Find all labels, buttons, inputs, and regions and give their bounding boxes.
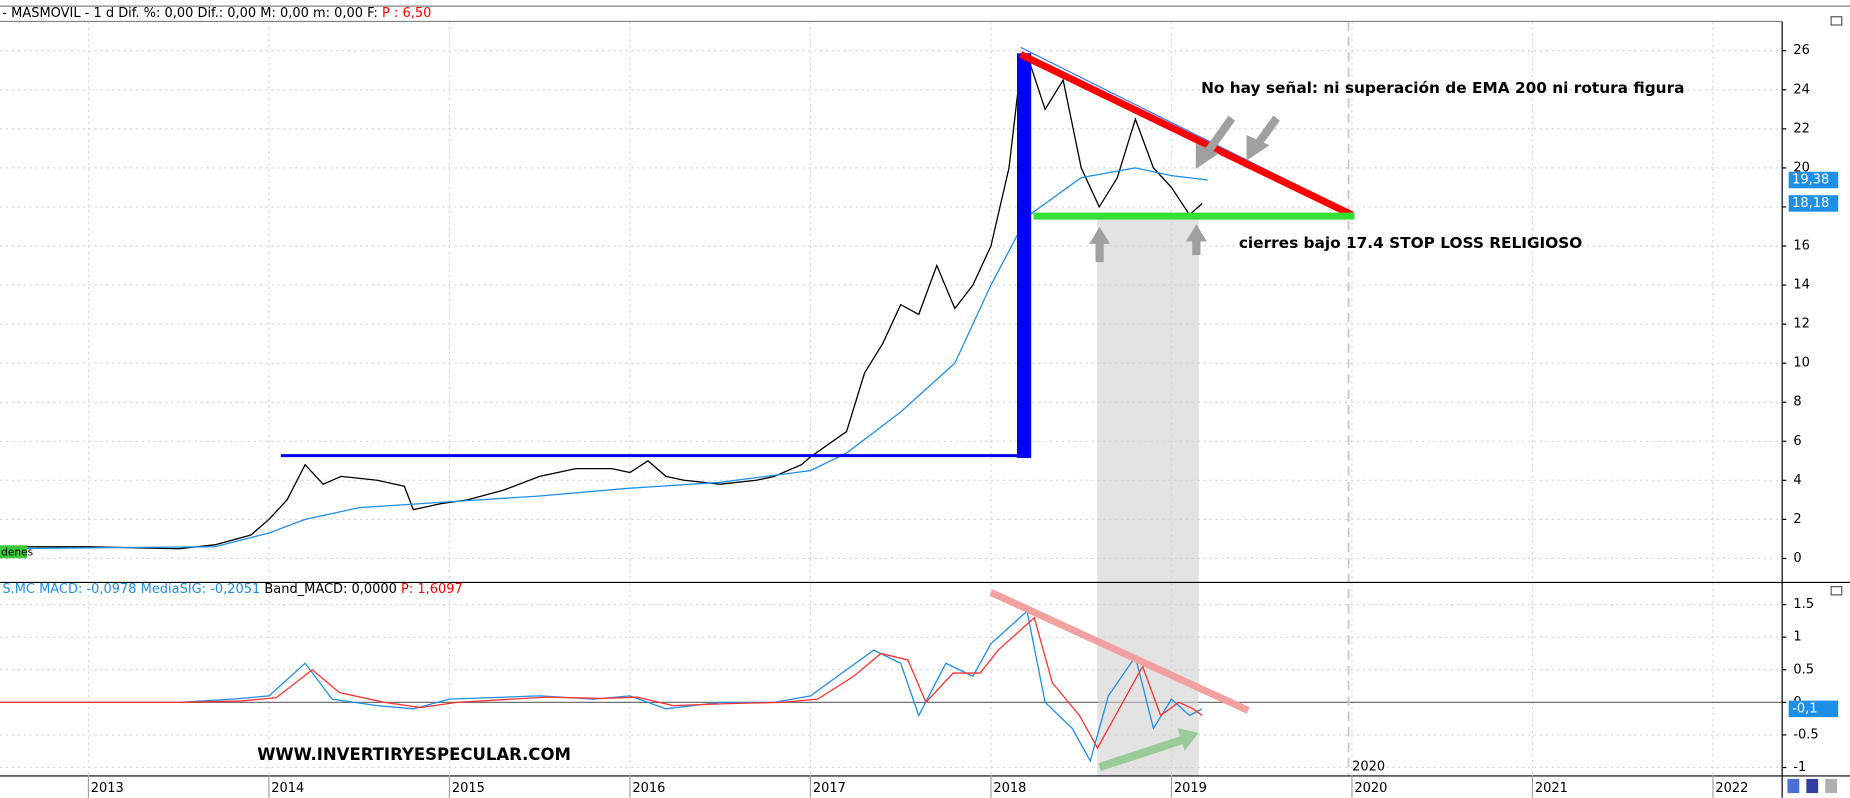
y-tick-label: 20 (1793, 160, 1810, 175)
y-tick-label: 2 (1793, 512, 1801, 527)
last-value-tag (1788, 171, 1839, 189)
y-tick-label: 0.5 (1793, 662, 1814, 677)
y-tick-label: -1 (1793, 760, 1806, 775)
y-tick-label: 1.5 (1793, 597, 1814, 612)
y-tick-label: 12 (1793, 317, 1810, 332)
x-tick-label: 2015 (452, 781, 485, 796)
info-item: P : 6,50 (382, 6, 431, 21)
last-value-label: 18,18 (1792, 196, 1829, 211)
info-item: S.MC MACD: -0,0978 (2, 581, 136, 596)
x-tick-label: 2021 (1535, 781, 1568, 796)
y-tick-label: -0.5 (1793, 727, 1818, 742)
series-line (0, 616, 1203, 750)
y-tick-label: 4 (1793, 473, 1801, 488)
arrow-head (1246, 134, 1270, 161)
annotation: WWW.INVERTIRYESPECULAR.COM (257, 745, 571, 764)
y-tick-label: 6 (1793, 434, 1801, 449)
toolbar-icon[interactable] (1787, 778, 1800, 794)
x-tick-label: 2022 (1715, 781, 1748, 796)
toolbar-icon[interactable] (1806, 778, 1819, 794)
arrow-head (1185, 224, 1207, 242)
toolbar-icon[interactable] (1825, 778, 1838, 794)
annotation: cierres bajo 17.4 STOP LOSS RELIGIOSO (1239, 234, 1583, 252)
trend-line (1019, 51, 1354, 219)
info-item: P: 1,6097 (401, 581, 463, 596)
side-label: denes (1, 545, 34, 558)
series-line (0, 52, 1203, 550)
info-item: - MASMOVIL - 1 d Dif. %: 0,00 Dif.: 0,00… (2, 6, 378, 21)
annotation: 2020 (1352, 760, 1385, 775)
macd-arrow-head (1177, 728, 1199, 751)
y-tick-label: 10 (1793, 356, 1810, 371)
last-value-label: 19,38 (1792, 173, 1829, 188)
window-button[interactable] (1830, 586, 1843, 596)
arrow (1204, 115, 1236, 154)
y-tick-label: 26 (1793, 43, 1810, 58)
y-tick-label: 1 (1793, 630, 1801, 645)
y-tick-label: 22 (1793, 121, 1810, 136)
last-value-tag (1788, 700, 1839, 718)
y-tick-label: 16 (1793, 239, 1810, 254)
pole (1017, 53, 1032, 458)
arrow-head (1195, 143, 1219, 169)
last-value-label: -0,1 (1792, 701, 1817, 716)
info-item: Band_MACD: 0,0000 (264, 581, 397, 596)
annotation: No hay señal: ni superación de EMA 200 n… (1201, 79, 1684, 97)
macd-arrow (1098, 736, 1184, 772)
last-value-tag (1788, 195, 1839, 212)
series-line (0, 167, 1208, 550)
x-tick-label: 2016 (632, 781, 665, 796)
x-tick-label: 2014 (271, 781, 304, 796)
series-layer (0, 52, 1208, 763)
y-tick-label: 24 (1793, 82, 1810, 97)
chart-info: S.MC MACD: -0,0978 MediaSIG: -0,2051 Ban… (2, 581, 462, 596)
series-line (0, 609, 1203, 763)
chart-info: - MASMOVIL - 1 d Dif. %: 0,00 Dif.: 0,00… (2, 6, 431, 21)
y-tick-label: 8 (1793, 395, 1801, 410)
x-tick-label: 2013 (91, 781, 124, 796)
y-tick-label: 0 (1793, 551, 1801, 566)
x-tick-label: 2017 (813, 781, 846, 796)
macd-trend-line (989, 589, 1250, 714)
info-item: MediaSIG: -0,2051 (141, 581, 261, 596)
x-tick-label: 2018 (993, 781, 1026, 796)
arrow (1254, 115, 1280, 147)
y-tick-label: 14 (1793, 278, 1810, 293)
x-tick-label: 2019 (1174, 781, 1207, 796)
window-button[interactable] (1830, 16, 1843, 26)
arrows (1089, 115, 1280, 263)
grid (0, 21, 1782, 776)
x-tick-label: 2020 (1354, 781, 1387, 796)
arrow-head (1089, 226, 1111, 244)
side-label-box (0, 545, 28, 559)
